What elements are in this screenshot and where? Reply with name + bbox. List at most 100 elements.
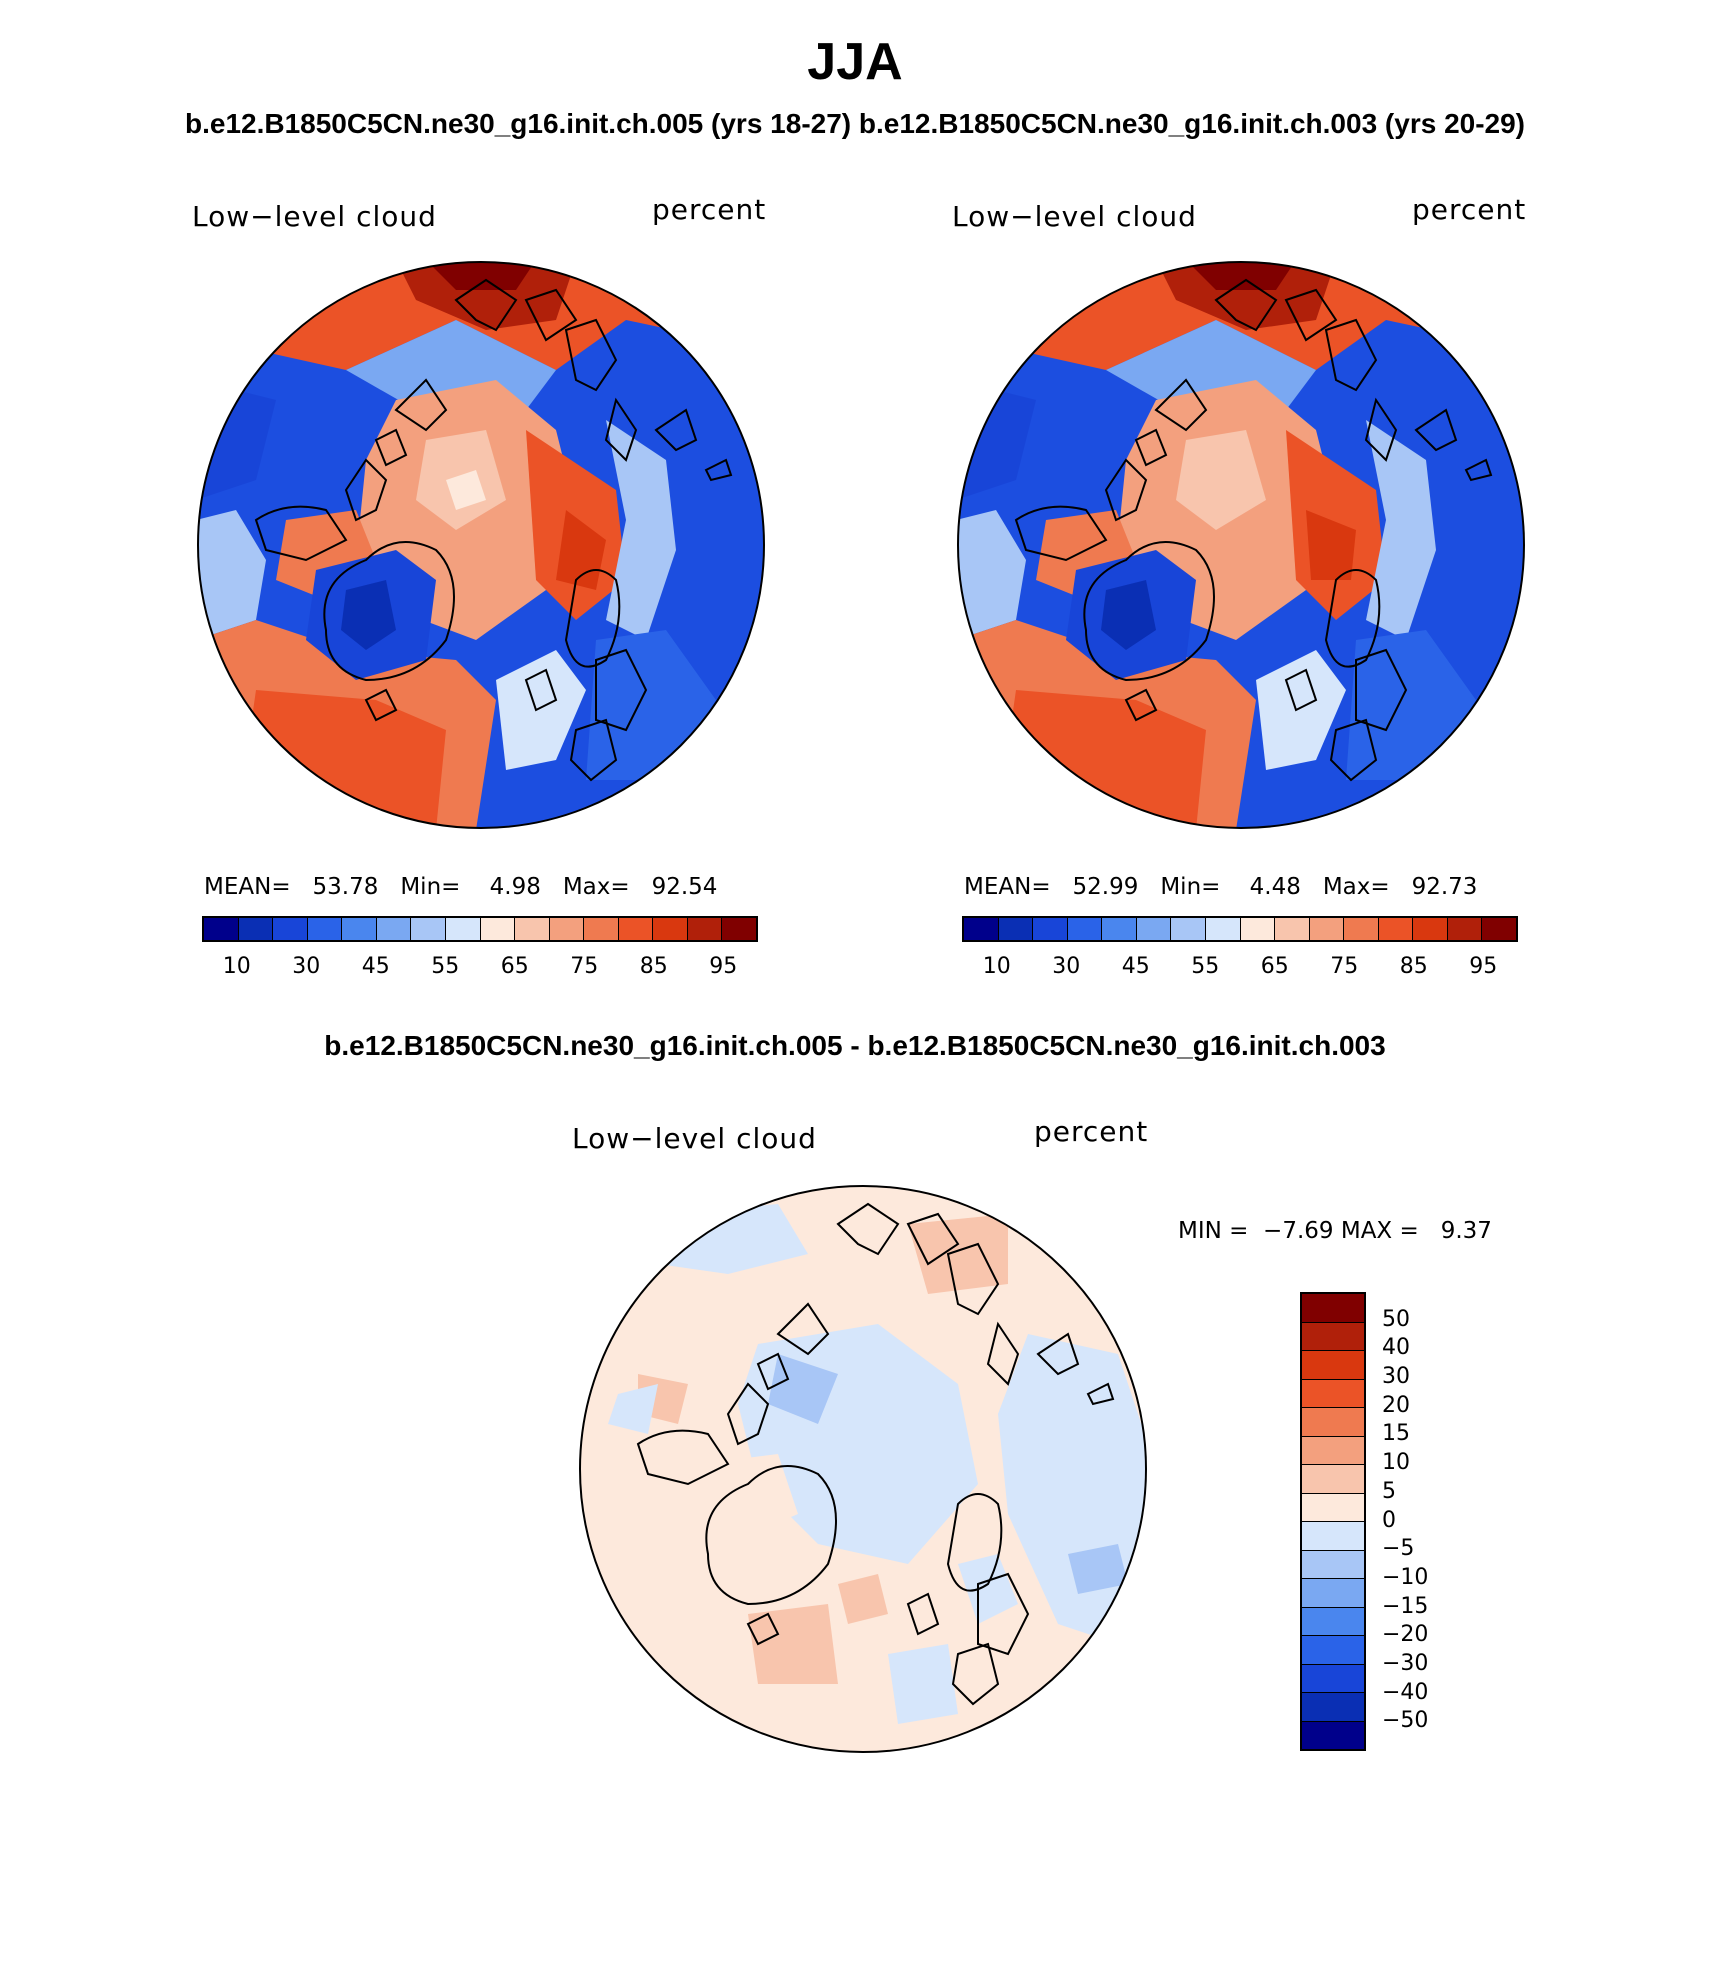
diff-stats: MIN = −7.69 MAX = 9.37 xyxy=(1178,1218,1492,1244)
diff-colorbar xyxy=(1300,1292,1366,1751)
right-map-border xyxy=(957,261,1525,829)
colorbar-tick-label: 55 xyxy=(431,954,460,979)
colorbar-tick-label: −15 xyxy=(1382,1593,1429,1619)
colorbar-swatch xyxy=(1102,918,1137,940)
colorbar-tick-label: −40 xyxy=(1382,1679,1429,1705)
colorbar-swatch xyxy=(1205,918,1241,940)
colorbar-swatch xyxy=(1302,1493,1364,1522)
left-min-label: Min= xyxy=(400,874,461,900)
colorbar-tick-label: 10 xyxy=(222,954,251,979)
diff-colorbar-ticks: 50 40 30 20 15 10 5 0 −5 −10 −15 −20 −30 −40 −50 xyxy=(1382,1292,1462,1751)
diff-map-field xyxy=(580,1186,1146,1752)
colorbar-swatch xyxy=(1302,1721,1364,1749)
left-map-border xyxy=(197,261,765,829)
colorbar-swatch xyxy=(618,918,654,940)
colorbar-tick-label: 65 xyxy=(1260,954,1289,979)
colorbar-swatch xyxy=(1344,918,1379,940)
colorbar-swatch xyxy=(1447,918,1483,940)
colorbar-tick-label: 15 xyxy=(1382,1421,1410,1447)
colorbar-swatch xyxy=(1275,918,1310,940)
right-min-value: 4.48 xyxy=(1249,874,1301,900)
colorbar-tick-label: 45 xyxy=(1121,954,1150,979)
diff-units-label: percent xyxy=(1034,1115,1149,1148)
left-coastlines xyxy=(254,278,733,782)
colorbar-tick-label: 20 xyxy=(1382,1392,1410,1418)
colorbar-tick-label: −10 xyxy=(1382,1564,1429,1590)
right-variable-label: Low−level cloud xyxy=(952,200,1197,233)
colorbar-tick-label: −30 xyxy=(1382,1650,1429,1676)
right-mean-label: MEAN= xyxy=(964,874,1051,900)
colorbar-tick-label: −20 xyxy=(1382,1622,1429,1648)
right-colorbar-ticks: 10 30 45 55 65 75 85 95 xyxy=(962,952,1518,982)
colorbar-tick-label: 30 xyxy=(1382,1364,1410,1390)
colorbar-swatch xyxy=(480,918,516,940)
colorbar-swatch xyxy=(445,918,481,940)
colorbar-tick-label: 40 xyxy=(1382,1335,1410,1361)
colorbar-tick-label: 95 xyxy=(709,954,738,979)
colorbar-swatch xyxy=(1302,1522,1364,1551)
colorbar-swatch xyxy=(1302,1579,1364,1608)
season-title: JJA xyxy=(807,33,903,91)
case-names-title: b.e12.B1850C5CN.ne30_g16.init.ch.005 (yr… xyxy=(184,108,1526,139)
colorbar-swatch xyxy=(411,918,446,940)
left-colorbar-ticks: 10 30 45 55 65 75 85 95 xyxy=(202,952,758,982)
diff-min-label: MIN = xyxy=(1178,1218,1249,1244)
colorbar-swatch xyxy=(204,918,239,940)
left-map-field xyxy=(198,262,764,828)
colorbar-tick-label: 0 xyxy=(1382,1507,1396,1533)
colorbar-swatch xyxy=(1302,1408,1364,1437)
colorbar-swatch xyxy=(1302,1294,1364,1323)
colorbar-swatch xyxy=(1302,1351,1364,1380)
colorbar-swatch xyxy=(1413,918,1448,940)
left-variable-label: Low−level cloud xyxy=(192,200,437,233)
diff-polar-map xyxy=(579,1185,1147,1753)
difference-title: b.e12.B1850C5CN.ne30_g16.init.ch.005 - b… xyxy=(324,1030,1386,1061)
colorbar-swatch xyxy=(1240,918,1276,940)
colorbar-swatch xyxy=(964,918,999,940)
colorbar-tick-label: 50 xyxy=(1382,1306,1410,1332)
right-mean-value: 52.99 xyxy=(1072,874,1139,900)
right-min-label: Min= xyxy=(1160,874,1221,900)
left-mean-value: 53.78 xyxy=(312,874,379,900)
left-polar-map xyxy=(197,261,765,829)
colorbar-tick-label: −50 xyxy=(1382,1708,1429,1734)
colorbar-tick-label: 95 xyxy=(1469,954,1498,979)
colorbar-tick-label: 85 xyxy=(1399,954,1428,979)
colorbar-tick-label: 10 xyxy=(1382,1450,1410,1476)
diff-variable-label: Low−level cloud xyxy=(572,1122,817,1155)
left-mean-label: MEAN= xyxy=(204,874,291,900)
colorbar-swatch xyxy=(376,918,412,940)
colorbar-swatch xyxy=(1309,918,1345,940)
colorbar-swatch xyxy=(1302,1664,1364,1693)
colorbar-swatch xyxy=(1302,1607,1364,1636)
colorbar-tick-label: 85 xyxy=(639,954,668,979)
colorbar-tick-label: 10 xyxy=(982,954,1011,979)
colorbar-tick-label: 5 xyxy=(1382,1478,1396,1504)
colorbar-swatch xyxy=(1067,918,1103,940)
colorbar-swatch xyxy=(1302,1550,1364,1579)
colorbar-swatch xyxy=(998,918,1034,940)
right-colorbar xyxy=(962,916,1518,942)
colorbar-swatch xyxy=(1302,1693,1364,1722)
colorbar-swatch xyxy=(1378,918,1414,940)
colorbar-swatch xyxy=(1302,1636,1364,1665)
colorbar-tick-label: −5 xyxy=(1382,1536,1415,1562)
colorbar-tick-label: 30 xyxy=(1052,954,1081,979)
colorbar-swatch xyxy=(1302,1379,1364,1408)
colorbar-tick-label: 65 xyxy=(500,954,529,979)
colorbar-swatch xyxy=(307,918,343,940)
colorbar-swatch xyxy=(1136,918,1172,940)
right-coastlines xyxy=(1014,278,1493,782)
left-stats: MEAN= 53.78 Min= 4.98 Max= 92.54 xyxy=(204,874,717,900)
colorbar-swatch xyxy=(1302,1436,1364,1465)
diff-coastlines xyxy=(636,1202,1115,1706)
colorbar-swatch xyxy=(1033,918,1068,940)
right-max-value: 92.73 xyxy=(1411,874,1478,900)
left-max-label: Max= xyxy=(562,874,630,900)
right-polar-map xyxy=(957,261,1525,829)
colorbar-tick-label: 75 xyxy=(1330,954,1359,979)
diff-max-label: MAX = xyxy=(1340,1218,1419,1244)
colorbar-swatch xyxy=(722,918,756,940)
colorbar-swatch xyxy=(687,918,723,940)
colorbar-swatch xyxy=(238,918,274,940)
